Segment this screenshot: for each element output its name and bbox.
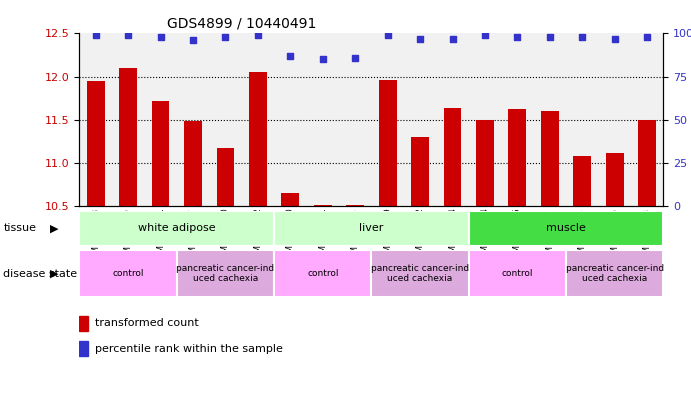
Point [122,32,133,38]
Bar [541,111,559,206]
Text: pancreatic cancer-ind
uced cachexia: pancreatic cancer-ind uced cachexia [176,264,274,283]
Text: muscle: muscle [546,223,586,233]
Bar [468,211,663,246]
Bar [468,250,566,297]
Point [350,55,361,61]
Bar [501,33,533,206]
Bar [444,108,462,206]
Bar [307,33,339,206]
Bar [598,33,631,206]
Bar [574,156,591,206]
Bar [346,205,364,206]
Bar [379,80,397,206]
Bar [314,205,332,206]
Bar [120,68,137,206]
Text: disease state: disease state [3,268,77,279]
Bar [112,33,144,206]
Bar [372,250,468,297]
Point [609,35,621,42]
Point [382,32,393,38]
Bar [638,120,656,206]
Bar [216,147,234,206]
Bar [184,121,202,206]
Point [480,32,491,38]
Bar [87,81,104,206]
Bar [79,211,274,246]
Text: percentile rank within the sample: percentile rank within the sample [95,344,283,354]
Bar [566,250,663,297]
Bar [79,316,88,331]
Point [577,34,588,40]
Point [187,37,198,44]
Text: GDS4899 / 10440491: GDS4899 / 10440491 [167,17,316,31]
Bar [274,250,372,297]
Bar [566,33,598,206]
Bar [209,33,242,206]
Bar [606,153,623,206]
Point [317,56,328,62]
Text: pancreatic cancer-ind
uced cachexia: pancreatic cancer-ind uced cachexia [566,264,664,283]
Text: liver: liver [359,223,384,233]
Bar [151,101,169,206]
Bar [468,33,501,206]
Point [447,35,458,42]
Point [285,53,296,59]
Bar [177,250,274,297]
Text: ▶: ▶ [50,223,59,233]
Bar [242,33,274,206]
Point [90,32,101,38]
Bar [631,33,663,206]
Bar [533,33,566,206]
Bar [371,33,404,206]
Point [155,34,166,40]
Text: control: control [502,269,533,278]
Text: control: control [113,269,144,278]
Bar [436,33,468,206]
Bar [79,341,88,356]
Bar [339,33,371,206]
Bar [274,33,307,206]
Bar [404,33,436,206]
Point [220,34,231,40]
Bar [177,33,209,206]
Text: pancreatic cancer-ind
uced cachexia: pancreatic cancer-ind uced cachexia [371,264,469,283]
Bar [79,33,112,206]
Text: white adipose: white adipose [138,223,216,233]
Text: transformed count: transformed count [95,318,199,328]
Bar [79,250,177,297]
Bar [274,211,468,246]
Bar [509,110,527,206]
Bar [144,33,177,206]
Text: control: control [307,269,339,278]
Bar [249,72,267,206]
Bar [411,137,429,206]
Point [252,32,263,38]
Bar [281,193,299,206]
Point [642,34,653,40]
Text: tissue: tissue [3,223,37,233]
Point [415,35,426,42]
Point [512,34,523,40]
Text: ▶: ▶ [50,268,59,279]
Point [545,34,556,40]
Bar [476,120,494,206]
